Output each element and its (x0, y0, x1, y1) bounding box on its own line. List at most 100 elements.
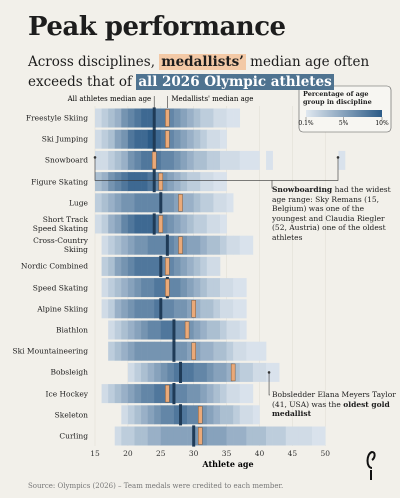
heat-cell (160, 278, 168, 298)
heat-cell (127, 362, 135, 382)
heat-cell (246, 362, 254, 382)
leader-dot (267, 371, 271, 374)
heat-cell (213, 172, 221, 192)
x-tick-label: 30 (189, 449, 199, 458)
highlight: all 2026 Olympic athletes (136, 74, 334, 90)
heat-cell (121, 426, 129, 446)
heat-cell (200, 320, 208, 340)
heat-cell (141, 150, 148, 170)
heat-cell (147, 320, 155, 340)
heat-cell (213, 150, 221, 170)
heat-cell (173, 150, 181, 170)
heat-cell (220, 278, 227, 298)
annotation-text: had the widest age range: Sky Remans (15… (272, 185, 391, 242)
heat-cell (121, 129, 129, 149)
heat-cell (154, 405, 162, 425)
heat-cell (154, 150, 162, 170)
heat-cell (127, 193, 135, 213)
heat-cell (246, 341, 254, 361)
heat-cell (154, 214, 162, 234)
source: Source: Olympics (2026) – Team medals we… (28, 482, 284, 490)
heat-cell (167, 320, 175, 340)
heat-cell (147, 108, 155, 128)
heat-cell (187, 341, 194, 361)
heat-cell (101, 172, 109, 192)
heat-cell (239, 299, 247, 319)
heat-cell (154, 193, 162, 213)
heat-cell (200, 150, 208, 170)
heat-cell (141, 426, 148, 446)
athlete-median (172, 340, 176, 362)
heat-cell (252, 362, 260, 382)
heat-cell (259, 341, 267, 361)
heat-cell (108, 256, 116, 276)
heat-cell (134, 108, 142, 128)
heat-cell (220, 341, 227, 361)
athlete-median (152, 171, 156, 193)
heat-cell (233, 341, 241, 361)
heat-cell (134, 320, 142, 340)
row-label: Bobsleigh (50, 367, 88, 377)
heat-cell (167, 341, 175, 361)
heat-cell (226, 341, 234, 361)
x-tick-label: 15 (90, 449, 100, 458)
heat-cell (108, 129, 116, 149)
subtitle: Across disciplines, medallists’ median a… (28, 52, 388, 92)
heat-cell (220, 129, 227, 149)
heat-cell (233, 426, 241, 446)
row-label: Alpine Skiing (37, 304, 88, 314)
heat-cell (173, 426, 181, 446)
heat-cell (108, 172, 116, 192)
heat-cell (147, 193, 155, 213)
heat-cell (226, 299, 234, 319)
heat-cell (147, 214, 155, 234)
heat-cell (127, 341, 135, 361)
row-label: Ice Hockey (45, 389, 88, 399)
heat-cell (193, 172, 201, 192)
athlete-median (165, 234, 169, 256)
athlete-median (179, 404, 183, 426)
medallist-median (198, 427, 203, 445)
athlete-median (159, 298, 163, 320)
heat-cell (180, 193, 188, 213)
heat-cell (167, 214, 175, 234)
heat-cell (101, 235, 109, 255)
heat-cell (252, 150, 260, 170)
heat-cell (167, 150, 175, 170)
heat-cell (127, 320, 135, 340)
heat-cell (160, 405, 168, 425)
medallist-median (191, 342, 196, 360)
x-tick-label: 20 (123, 449, 133, 458)
heat-cell (220, 108, 227, 128)
heat-cell (193, 405, 201, 425)
heat-cell (154, 235, 162, 255)
leader (268, 372, 270, 396)
heat-cell (134, 278, 142, 298)
heat-cell (141, 405, 148, 425)
heat-cell (147, 426, 155, 446)
row-label: Short Track Speed Skating (32, 215, 88, 233)
heat-cell (154, 108, 162, 128)
heat-cell (226, 235, 234, 255)
medallist-median (165, 257, 170, 276)
heat-cell (206, 426, 214, 446)
heat-cell (167, 384, 175, 404)
heat-cell (127, 214, 135, 234)
heat-cell (134, 299, 142, 319)
heat-cell (167, 172, 175, 192)
heat-cell (134, 256, 142, 276)
heat-cell (213, 341, 221, 361)
heat-cell (134, 384, 142, 404)
x-tick-label: 35 (222, 449, 232, 458)
heat-cell (127, 384, 135, 404)
heat-cell (167, 278, 175, 298)
heat-cell (252, 426, 260, 446)
heat-cell (200, 341, 208, 361)
heat-cell (220, 405, 227, 425)
row-label: Nordic Combined (20, 261, 88, 271)
medallist-median (184, 321, 190, 339)
heat-cell (134, 235, 142, 255)
heat-cell (134, 150, 142, 170)
heat-cell (141, 320, 148, 340)
